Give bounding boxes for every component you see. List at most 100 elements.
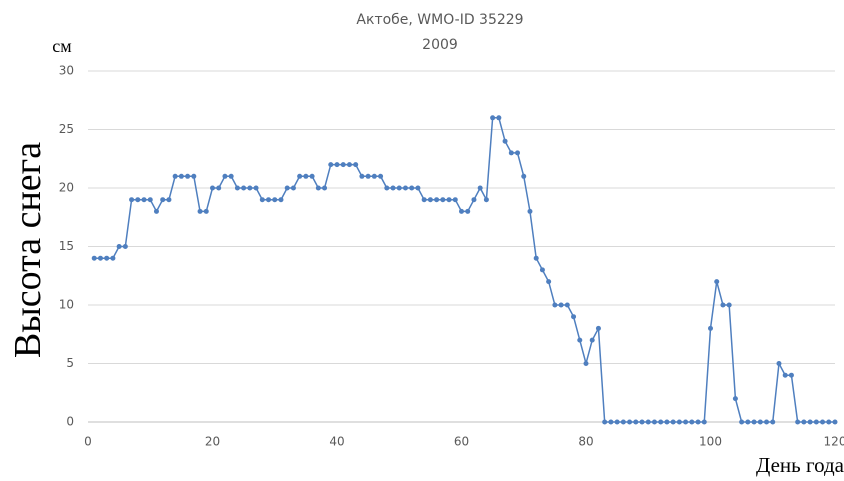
y-tick-label: 15	[59, 239, 74, 253]
data-point	[104, 255, 110, 261]
data-point	[639, 419, 645, 425]
data-point	[116, 244, 122, 249]
y-unit: см	[52, 36, 71, 56]
data-point	[714, 279, 720, 285]
data-point	[764, 419, 770, 425]
data-point	[322, 185, 328, 191]
data-point	[378, 173, 384, 179]
data-point	[633, 419, 639, 425]
y-tick-label: 10	[59, 298, 74, 312]
data-point	[589, 337, 595, 343]
data-point	[583, 361, 589, 366]
data-point	[465, 208, 471, 214]
data-point	[807, 419, 813, 425]
x-axis-title: День года	[756, 453, 844, 477]
data-point	[247, 185, 253, 191]
data-point	[153, 208, 159, 214]
data-point	[795, 419, 801, 425]
data-point	[546, 279, 552, 285]
data-point	[228, 173, 234, 179]
data-point	[452, 197, 458, 203]
data-point	[203, 208, 209, 214]
data-point	[826, 419, 832, 425]
data-point	[739, 419, 745, 425]
y-tick-label: 5	[66, 356, 74, 370]
data-point	[234, 185, 240, 191]
x-tick-label: 0	[84, 435, 92, 449]
data-point	[278, 197, 284, 203]
data-point	[602, 419, 608, 425]
data-point	[334, 162, 340, 168]
data-point	[346, 162, 352, 168]
data-point	[210, 185, 215, 191]
data-point	[141, 197, 147, 203]
data-point	[110, 255, 116, 261]
data-point	[751, 419, 757, 425]
data-point	[284, 185, 290, 191]
data-point	[135, 197, 141, 203]
data-point	[259, 197, 265, 203]
data-point	[459, 208, 464, 214]
y-tick-label: 30	[59, 64, 74, 78]
data-point	[608, 419, 614, 425]
data-point	[315, 185, 321, 191]
chart-title: Актобе, WMO-ID 35229	[356, 12, 523, 28]
chart-subtitle: 2009	[422, 37, 458, 53]
data-point	[303, 173, 309, 179]
data-point	[440, 197, 446, 203]
data-point	[670, 419, 676, 425]
data-point	[172, 173, 178, 179]
data-point	[521, 173, 527, 179]
data-point	[757, 419, 763, 425]
data-point	[689, 419, 695, 425]
data-point	[683, 419, 689, 425]
data-point	[595, 325, 601, 331]
data-point	[527, 208, 533, 214]
data-point	[253, 185, 259, 191]
x-tick-label: 20	[205, 435, 220, 449]
data-point	[266, 197, 272, 203]
data-point	[471, 197, 477, 203]
data-point	[820, 419, 826, 425]
data-point	[402, 185, 408, 191]
data-point	[651, 419, 657, 425]
data-point	[732, 396, 738, 402]
data-point	[160, 197, 166, 203]
data-point	[434, 197, 440, 203]
data-point	[427, 197, 433, 203]
data-point	[676, 419, 682, 425]
data-point	[477, 185, 483, 191]
x-tick-label: 100	[699, 435, 722, 449]
data-point	[813, 419, 819, 425]
data-point	[788, 372, 794, 378]
data-point	[359, 173, 365, 179]
data-point	[147, 197, 153, 203]
data-point	[614, 419, 620, 425]
data-point	[396, 185, 402, 191]
data-point	[328, 162, 334, 168]
data-point	[502, 138, 508, 144]
data-point	[801, 419, 807, 425]
x-tick-label: 80	[578, 435, 593, 449]
data-point	[515, 150, 521, 156]
data-point	[552, 302, 558, 308]
data-point	[564, 302, 570, 308]
data-point	[832, 419, 838, 425]
data-point	[415, 185, 421, 191]
data-point	[340, 162, 346, 168]
data-point	[384, 185, 390, 191]
data-line	[94, 117, 835, 423]
data-point	[701, 419, 707, 425]
y-tick-label: 0	[66, 415, 74, 429]
y-axis-title: Высота снега	[7, 142, 49, 358]
data-point	[695, 419, 701, 425]
data-point	[664, 419, 670, 425]
y-tick-label: 20	[59, 181, 74, 195]
data-point	[290, 185, 296, 191]
x-tick-label: 120	[824, 435, 844, 449]
data-point	[620, 419, 626, 425]
data-point	[571, 314, 577, 320]
data-point	[720, 302, 726, 308]
data-point	[645, 419, 651, 425]
data-point	[770, 419, 776, 425]
